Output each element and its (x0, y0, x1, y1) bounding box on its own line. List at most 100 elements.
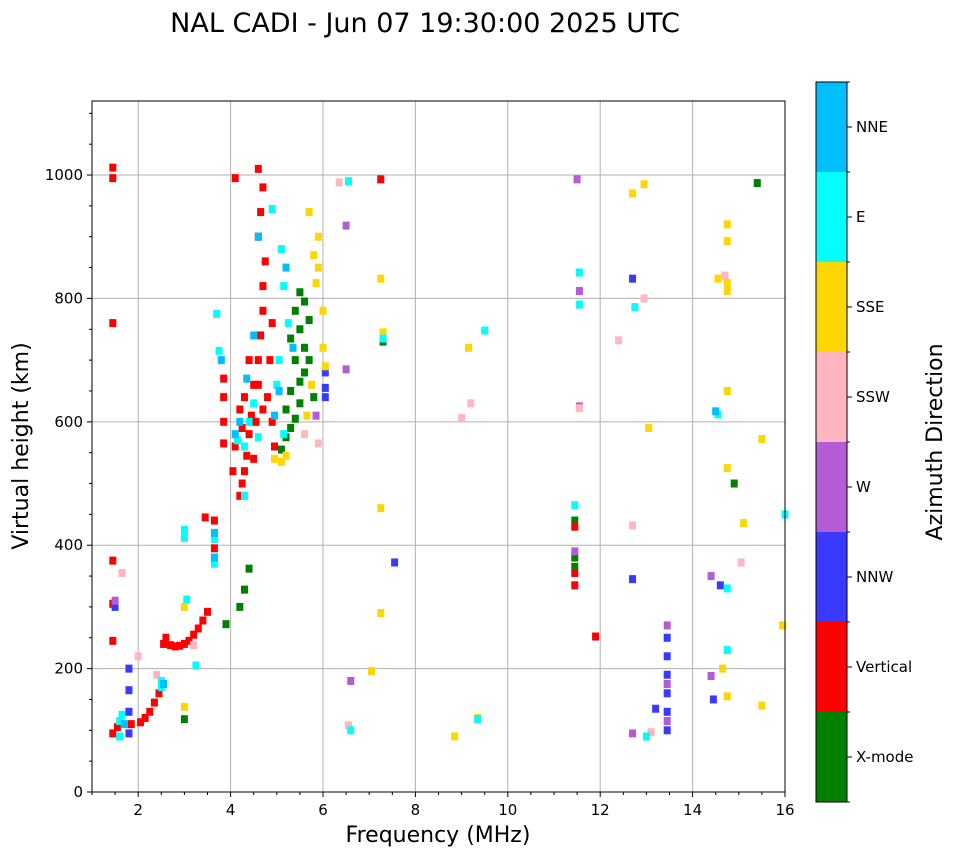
point-w (663, 621, 671, 630)
point-ssw (615, 336, 623, 345)
point-e (723, 646, 731, 655)
point-sse (629, 189, 637, 198)
point-vertical (259, 405, 267, 414)
point-nnw (391, 558, 399, 567)
x-axis-label: Frequency (MHz) (346, 823, 531, 848)
point-vertical (109, 319, 117, 328)
point-e (180, 525, 188, 534)
point-ssw (467, 399, 475, 408)
point-e (210, 535, 218, 544)
point-vertical (259, 306, 267, 315)
point-x-mode (310, 393, 318, 402)
point-nne (231, 430, 239, 439)
colorbar-swatch-nne (816, 82, 847, 172)
point-vertical (266, 356, 274, 365)
point-e (481, 326, 489, 335)
colorbar-label: Azimuth Direction (923, 343, 948, 540)
point-x-mode (296, 399, 304, 408)
point-e (192, 661, 200, 670)
point-sse (723, 279, 731, 288)
point-vertical (176, 641, 184, 650)
point-sse (723, 692, 731, 701)
point-e (280, 282, 288, 291)
point-w (111, 596, 119, 605)
point-ssw (721, 271, 729, 280)
point-vertical (155, 689, 163, 698)
point-e (213, 309, 221, 318)
point-ssw (314, 439, 322, 448)
point-x-mode (301, 368, 309, 377)
point-nnw (629, 575, 637, 584)
point-vertical (160, 639, 168, 648)
point-ssw (301, 430, 309, 439)
point-e (118, 710, 126, 719)
point-e (277, 245, 285, 254)
point-vertical (243, 451, 251, 460)
point-ssw (575, 404, 583, 413)
point-sse (377, 609, 385, 618)
point-nnw (125, 729, 133, 738)
point-sse (739, 519, 747, 528)
point-e (642, 732, 650, 741)
point-ssw (190, 641, 198, 650)
point-x-mode (287, 334, 295, 343)
point-sse (723, 237, 731, 246)
point-vertical (194, 624, 202, 633)
point-x-mode (296, 377, 304, 386)
point-vertical (236, 491, 244, 500)
point-vertical (127, 720, 135, 729)
point-nne (289, 343, 297, 352)
point-nnw (629, 274, 637, 283)
point-vertical (199, 616, 207, 625)
point-sse (303, 411, 311, 420)
point-e (234, 436, 242, 445)
point-nnw (321, 383, 329, 392)
point-x-mode (571, 562, 579, 571)
point-vertical (146, 707, 154, 716)
point-x-mode (305, 356, 313, 365)
point-x-mode (277, 445, 285, 454)
point-sse (180, 702, 188, 711)
point-e (240, 442, 248, 451)
point-ssw (458, 414, 466, 423)
point-sse (723, 386, 731, 395)
point-e (273, 380, 281, 389)
point-e (379, 334, 387, 343)
point-nne (210, 528, 218, 537)
point-nnw (663, 670, 671, 679)
point-vertical (201, 513, 209, 522)
point-e (575, 300, 583, 309)
data-marks (109, 163, 789, 741)
point-e (631, 303, 639, 312)
x-tick-label: 2 (133, 801, 143, 819)
colorbar-swatch-w (816, 442, 847, 532)
point-vertical (252, 417, 260, 426)
point-e (275, 356, 283, 365)
point-nnw (716, 581, 724, 590)
colorbar-swatch-sse (816, 262, 847, 352)
colorbar-swatch-ssw (816, 352, 847, 442)
point-vertical (141, 713, 149, 722)
point-vertical (245, 430, 253, 439)
point-w (629, 729, 637, 738)
point-sse (180, 602, 188, 611)
point-vertical (254, 164, 262, 173)
point-vertical (171, 642, 179, 651)
point-sse (314, 232, 322, 241)
point-vertical (137, 718, 145, 727)
point-vertical (259, 183, 267, 192)
point-sse (310, 251, 318, 260)
point-nne (282, 263, 290, 272)
point-vertical (231, 174, 239, 183)
chart-title: NAL CADI - Jun 07 19:30:00 2025 UTC (170, 8, 680, 39)
colorbar-tick-label: E (856, 208, 865, 226)
point-vertical (268, 319, 276, 328)
point-vertical (261, 257, 269, 266)
point-w (571, 547, 579, 556)
point-sse (758, 701, 766, 710)
point-w (342, 221, 350, 230)
point-vertical (254, 380, 262, 389)
point-ssw (640, 294, 648, 303)
point-w (663, 680, 671, 689)
point-nnw (663, 689, 671, 698)
